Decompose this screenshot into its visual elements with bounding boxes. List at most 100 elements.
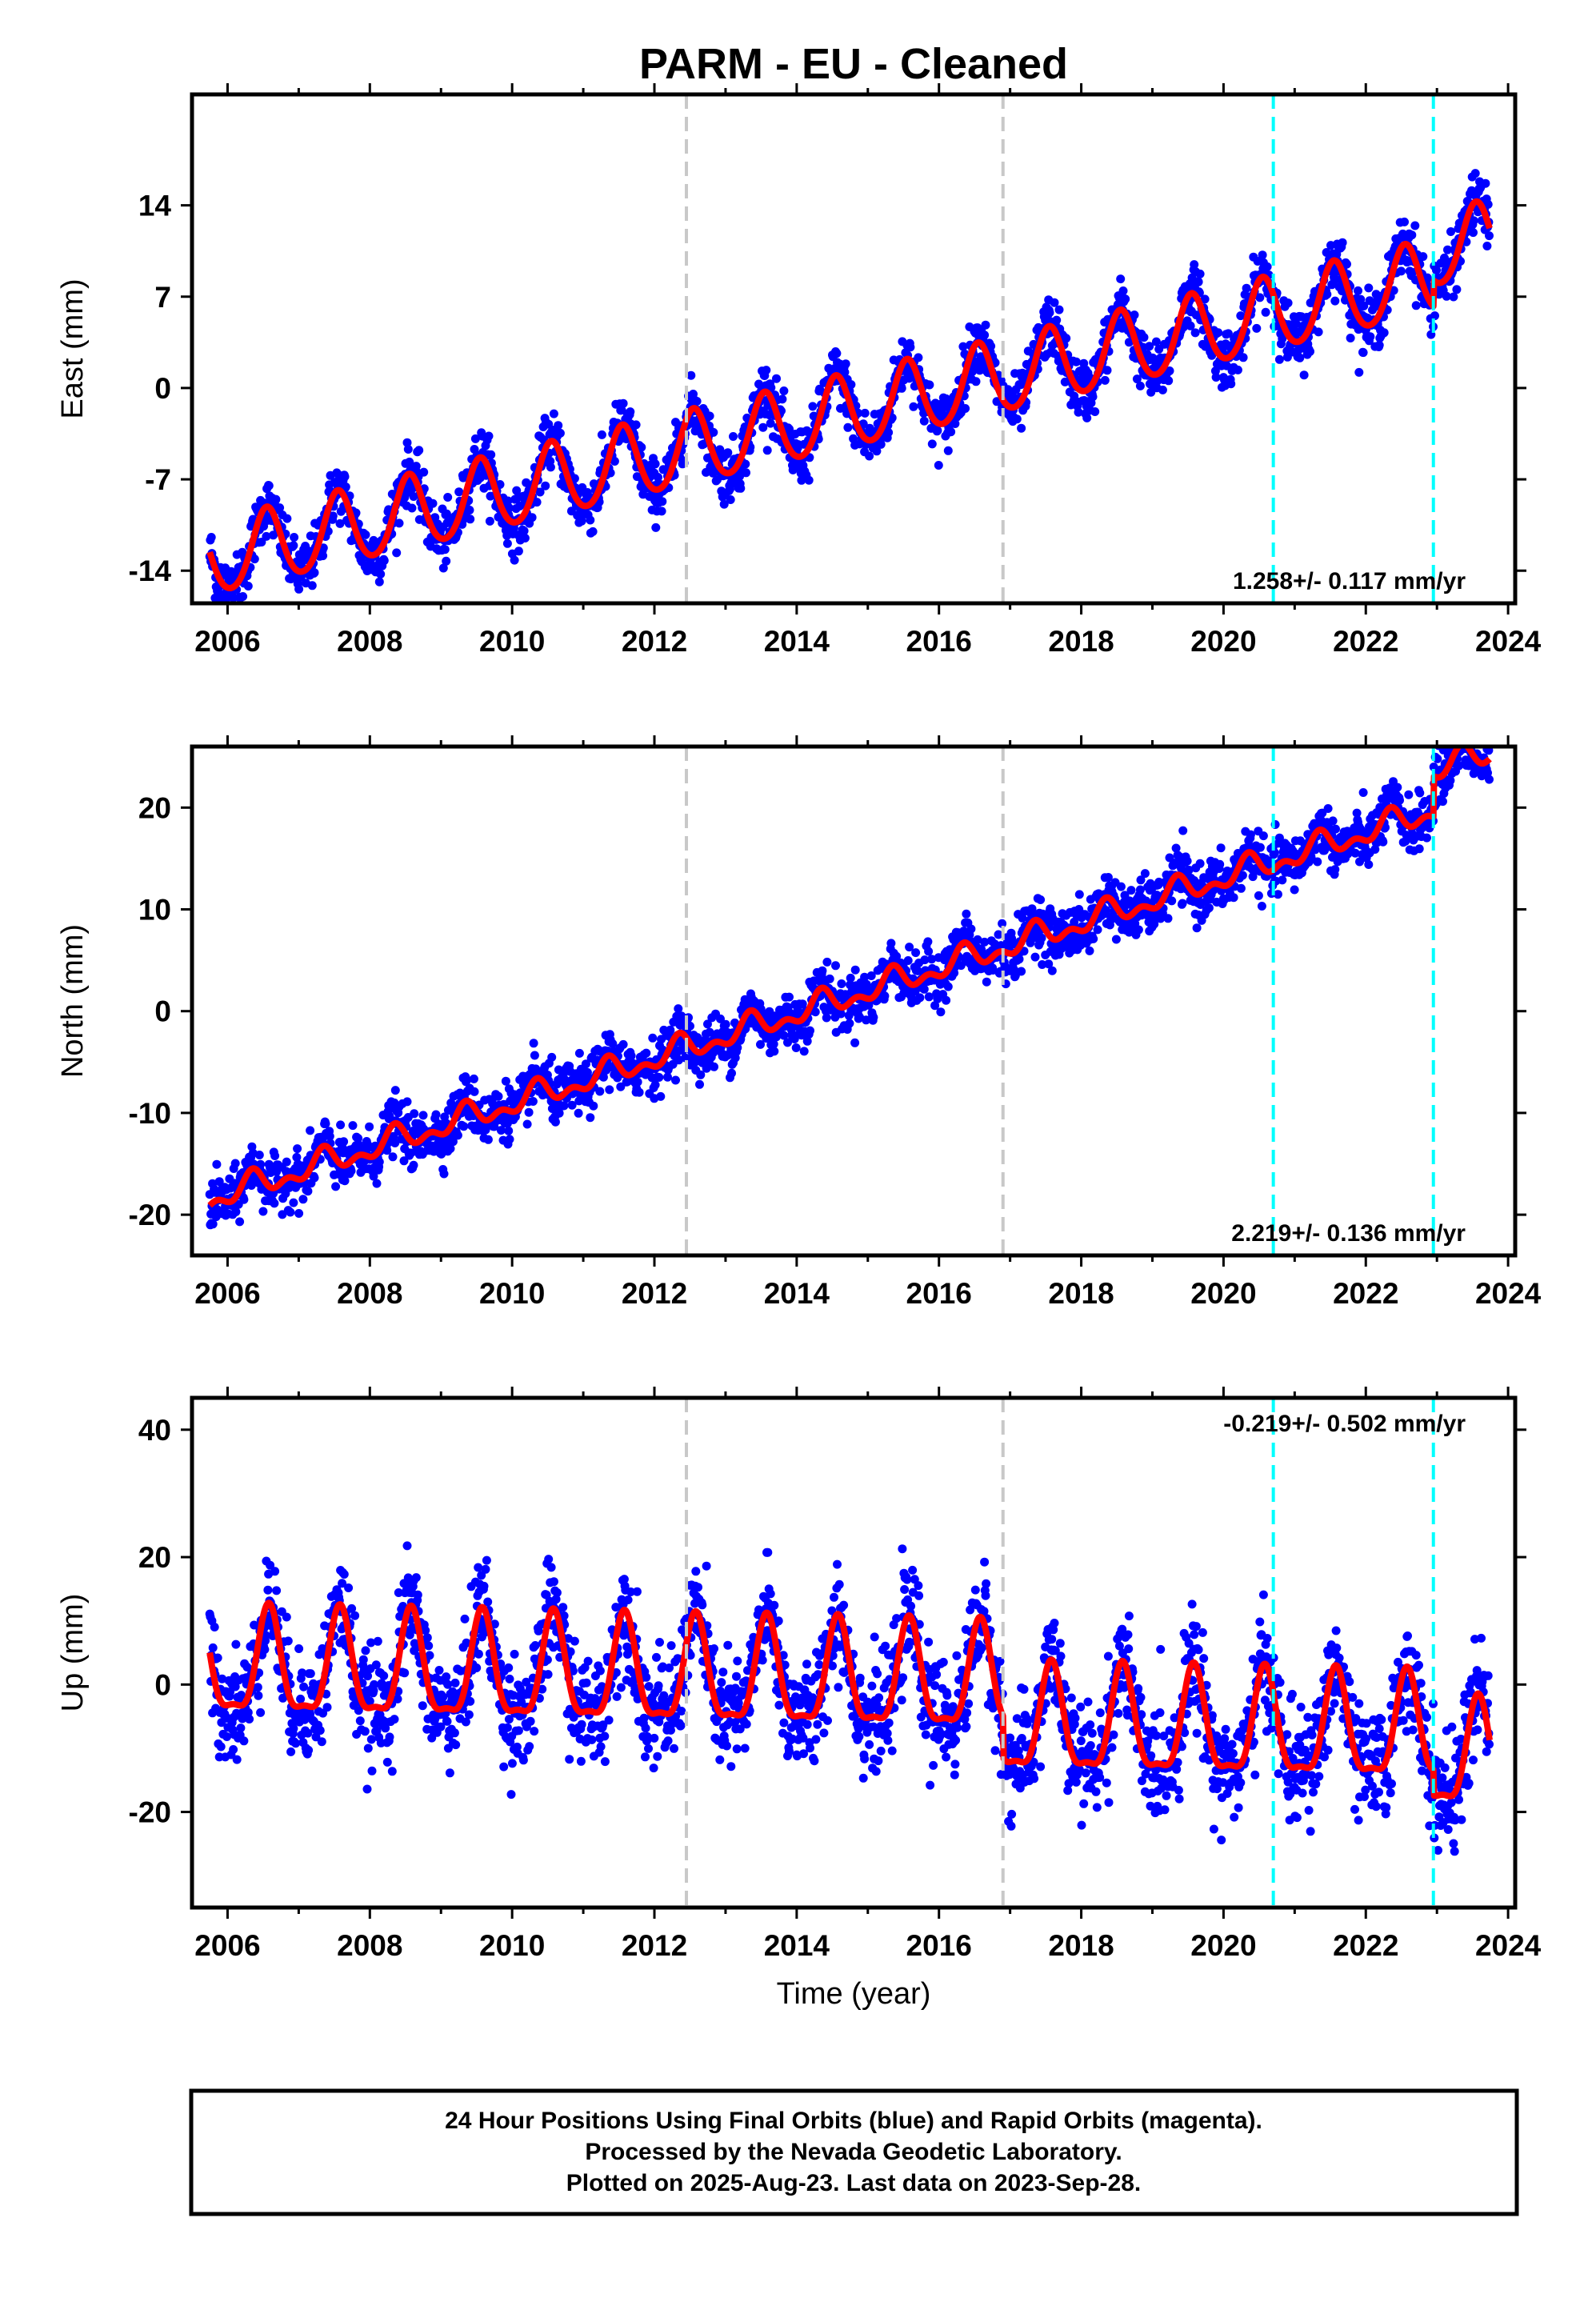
data-point — [1135, 885, 1145, 895]
data-point — [925, 380, 934, 390]
data-point — [307, 581, 317, 591]
data-point — [1071, 357, 1081, 366]
data-point — [546, 462, 555, 472]
data-point — [554, 421, 563, 430]
data-point — [532, 498, 542, 507]
data-point — [1469, 216, 1478, 226]
data-point — [1164, 376, 1174, 386]
data-point — [1200, 294, 1210, 304]
data-point — [323, 526, 333, 536]
data-point — [950, 419, 960, 428]
data-point — [986, 342, 996, 351]
data-point — [791, 1043, 801, 1052]
data-point — [208, 1219, 218, 1229]
data-point — [1414, 844, 1424, 854]
data-point — [283, 1636, 293, 1646]
data-point — [1047, 966, 1057, 975]
data-point — [1330, 275, 1339, 285]
data-point — [1139, 333, 1149, 342]
data-point — [982, 977, 991, 987]
y-tick-label: 20 — [138, 791, 171, 824]
data-point — [270, 1567, 280, 1576]
data-point — [1330, 865, 1340, 875]
data-point — [1295, 353, 1305, 362]
x-tick-label: 2014 — [764, 625, 830, 658]
data-point — [608, 1039, 618, 1048]
data-point — [1438, 797, 1447, 807]
x-tick-label: 2020 — [1190, 1277, 1256, 1310]
data-point — [884, 428, 894, 437]
data-point — [541, 481, 550, 490]
data-point — [1359, 301, 1369, 310]
data-point — [658, 497, 667, 506]
data-point — [1322, 290, 1332, 299]
data-point — [231, 1207, 241, 1216]
data-point — [1012, 414, 1022, 424]
data-point — [1432, 266, 1441, 275]
data-point — [1482, 242, 1492, 250]
data-point — [269, 530, 278, 540]
data-point — [1485, 231, 1494, 241]
data-point — [1354, 367, 1364, 377]
data-point — [409, 1160, 418, 1170]
data-point — [634, 1087, 644, 1097]
data-point — [586, 515, 595, 525]
data-point — [318, 551, 328, 561]
data-point — [1273, 890, 1282, 899]
data-point — [1090, 407, 1100, 416]
data-point — [1352, 808, 1362, 818]
data-point — [1214, 328, 1223, 338]
data-point — [454, 487, 464, 497]
data-point — [710, 1062, 718, 1071]
data-point — [973, 935, 982, 944]
data-point — [650, 1080, 660, 1090]
data-point — [303, 1187, 313, 1196]
data-point — [1364, 860, 1374, 869]
data-point — [1290, 885, 1299, 895]
data-point — [741, 459, 750, 469]
data-point — [742, 468, 750, 478]
data-point — [674, 1004, 683, 1014]
data-point — [390, 1139, 400, 1147]
data-point — [692, 397, 702, 406]
data-point — [1379, 328, 1389, 338]
data-point — [306, 1126, 315, 1135]
data-point — [374, 1157, 384, 1167]
data-point — [254, 1691, 263, 1700]
data-point — [1358, 348, 1368, 358]
chart-title: PARM - EU - Cleaned — [639, 40, 1068, 88]
data-point — [243, 582, 253, 591]
data-point — [250, 554, 259, 564]
data-point — [453, 1131, 462, 1140]
data-point — [1411, 301, 1421, 310]
data-point — [275, 503, 285, 513]
data-point — [339, 1137, 349, 1147]
data-point — [256, 1707, 266, 1717]
data-point — [869, 1012, 878, 1022]
data-point — [254, 1151, 264, 1159]
data-point — [1052, 315, 1062, 325]
data-point — [325, 1131, 334, 1141]
data-point — [1102, 906, 1111, 915]
data-point — [709, 427, 718, 437]
data-point — [942, 995, 951, 1005]
velocity-label: 1.258+/- 0.117 mm/yr — [1233, 568, 1466, 595]
data-point — [841, 359, 850, 369]
data-point — [846, 380, 856, 390]
panel-up: 2006 2008 2010 2012 2014 2016 2018 2020 2022 2024… — [56, 1387, 1542, 2011]
data-point — [290, 533, 299, 542]
data-point — [927, 955, 937, 964]
data-point — [1195, 269, 1205, 278]
data-point — [1395, 795, 1404, 805]
data-point — [1136, 875, 1146, 885]
data-point — [382, 1146, 392, 1155]
data-point — [1364, 283, 1374, 293]
data-point — [354, 1134, 363, 1143]
data-point — [715, 445, 725, 454]
data-point — [862, 1015, 871, 1025]
data-point — [547, 1052, 557, 1062]
data-point — [501, 1076, 510, 1086]
data-point — [519, 526, 529, 535]
data-point — [289, 1198, 298, 1207]
data-point — [581, 1059, 590, 1069]
